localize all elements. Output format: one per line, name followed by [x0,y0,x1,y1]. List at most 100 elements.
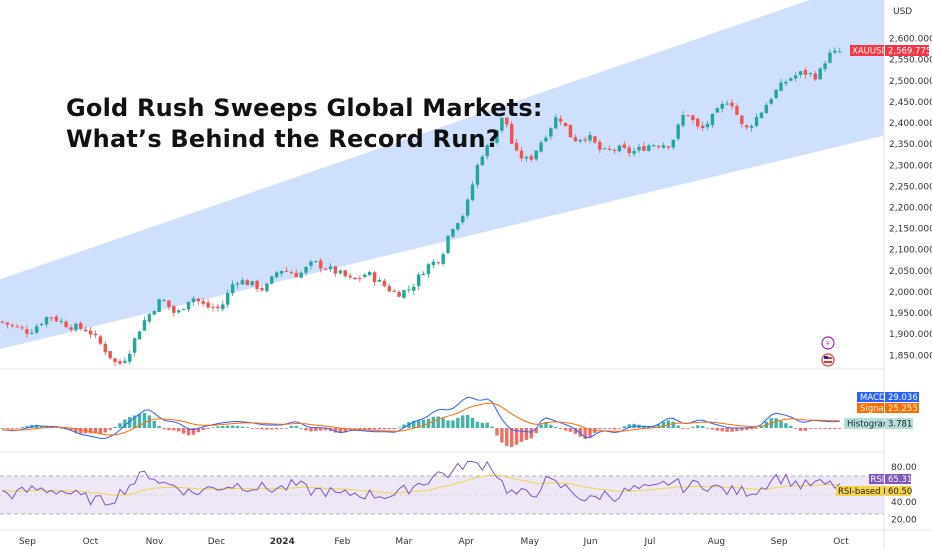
candle [304,266,308,276]
currency-label[interactable]: USD [893,7,912,17]
macd-histogram-bar [651,426,656,428]
histogram-tag [844,418,884,429]
candle-body [578,139,582,142]
lightning-icon[interactable] [821,336,835,350]
candle [627,145,631,157]
candle [201,297,205,307]
candle [789,77,793,82]
macd-histogram-bar [465,414,470,428]
headline: Gold Rush Sweeps Global Markets: What’s … [66,93,543,155]
svg-text:⚡: ⚡ [825,340,831,349]
candle-body [186,301,191,310]
candle [367,270,372,277]
candle-body [823,63,827,70]
candle [54,314,59,323]
macd-histogram-bar [245,427,249,429]
signal-value: 25.255 [888,404,918,414]
candle [490,139,494,146]
candle-body [431,261,436,266]
candle [784,79,788,87]
candle-body [563,122,568,127]
signal-label: Signal [860,404,886,414]
candle-body [128,353,132,362]
candle [637,143,641,153]
price-tick-label: 2,100.000 [889,246,932,256]
candle-body [549,128,553,137]
candle-body [93,333,98,336]
candle [103,341,107,356]
candle-body [818,68,822,80]
candle-body [480,156,485,166]
candle [372,270,377,287]
macd-histogram-bar [818,428,822,429]
macd-histogram-bar [779,420,783,428]
candle-body [426,264,431,275]
macd-histogram-bar [451,420,455,428]
candle [431,258,436,269]
candle-body [299,272,303,278]
candle [647,143,651,152]
candle-body [715,108,720,113]
macd-histogram-bar [15,428,19,429]
candle-body [142,320,147,331]
macd-histogram-bar [260,428,264,430]
candle-body [642,146,646,151]
macd-histogram-bar [681,428,685,429]
time-axis[interactable]: Sep Oct Nov Dec 2024 Feb Mar Apr May Jun Jul Aug Sep… [19,537,849,547]
candle-body [730,102,734,107]
candle [5,322,10,329]
macd-histogram-bar [519,428,524,442]
candle [666,145,671,150]
candle [735,103,739,116]
price-axis[interactable]: 2,600.000 2,550.000 2,500.000 2,450.000 2,40… [889,35,932,362]
candle-body [265,283,269,292]
candle-body [774,89,778,99]
time-tick-label: Aug [708,537,726,547]
macd-histogram-bar [137,414,142,428]
candle-body [475,165,480,185]
candle [578,139,582,144]
candle [64,319,68,328]
macd-histogram-bar [128,416,132,428]
rsi-ma-tag [836,486,884,496]
candle [279,270,284,277]
candle [485,144,489,160]
candle-body [181,308,186,310]
rsi-axis: 80.00 40.00 20.00 [891,463,917,526]
candle-body [490,142,494,146]
candle [563,122,568,127]
candle [250,280,254,287]
macd-histogram-bar [627,424,631,428]
macd-histogram-bar [44,426,49,428]
candle [671,139,675,150]
macd-histogram-bar [255,428,259,429]
candle-body [255,280,259,290]
candle [44,316,49,328]
macd-histogram-bar [480,422,485,428]
price-tick-label: 2,450.000 [889,98,932,108]
candle-body [328,266,333,270]
candle [779,78,783,92]
candle [568,124,573,138]
candle-body [54,316,59,322]
signal-tag [857,403,884,413]
candle-body [20,327,24,329]
candle-body [754,116,759,126]
candle-body [167,300,171,307]
candle [49,317,54,322]
candle [715,107,720,113]
candle-body [79,323,83,329]
rsi-label: RSI [871,475,885,485]
price-tick-label: 2,500.000 [889,77,932,87]
macd-histogram-bar [617,428,622,429]
time-tick-label: Oct [833,537,849,547]
candle-body [436,262,440,264]
candle-body [348,275,352,278]
candle-body [25,329,29,334]
rsi-value: 65.31 [888,475,912,485]
candle [10,323,14,329]
rsi-ma-value: 60.50 [888,487,912,497]
us-flag-icon[interactable] [821,353,835,367]
macd-histogram-bar [299,427,303,429]
candle [245,278,249,286]
